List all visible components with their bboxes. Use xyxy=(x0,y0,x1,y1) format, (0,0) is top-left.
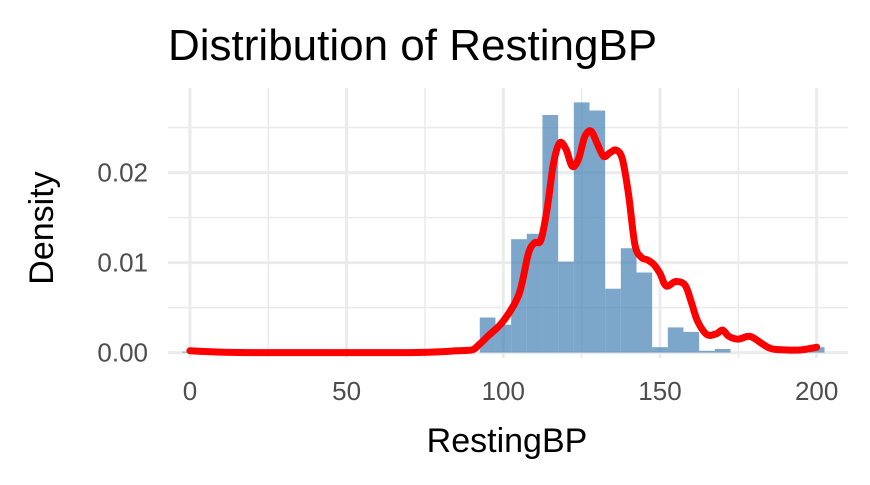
x-tick-label: 200 xyxy=(795,376,838,406)
x-axis-ticks: 0 50 100 150 200 xyxy=(183,376,839,406)
chart-title: Distribution of RestingBP xyxy=(168,21,657,70)
histogram-bar xyxy=(667,327,684,353)
x-tick-label: 0 xyxy=(183,376,197,406)
x-tick-label: 100 xyxy=(482,376,525,406)
histogram-bar xyxy=(636,272,653,353)
histogram-bar xyxy=(683,331,700,353)
histogram-bar xyxy=(652,347,668,353)
y-tick-label: 0.01 xyxy=(97,248,148,278)
histogram-bar xyxy=(589,110,606,353)
histogram-bar xyxy=(714,349,731,353)
y-axis-title: Density xyxy=(23,171,61,284)
x-axis-title: RestingBP xyxy=(427,422,588,460)
x-tick-label: 50 xyxy=(332,376,361,406)
histogram-bar xyxy=(526,233,543,353)
y-tick-label: 0.02 xyxy=(97,158,148,188)
density-curve-group xyxy=(186,127,821,357)
x-tick-label: 150 xyxy=(638,376,681,406)
y-axis-ticks: 0.00 0.01 0.02 xyxy=(97,158,148,368)
histogram-bar xyxy=(558,261,574,353)
histogram-bar xyxy=(620,248,637,353)
density-curve-line xyxy=(186,127,821,357)
histogram-bar xyxy=(699,350,715,353)
histogram-bar xyxy=(495,324,512,353)
y-tick-label: 0.00 xyxy=(97,338,148,368)
histogram-bar xyxy=(605,288,621,353)
